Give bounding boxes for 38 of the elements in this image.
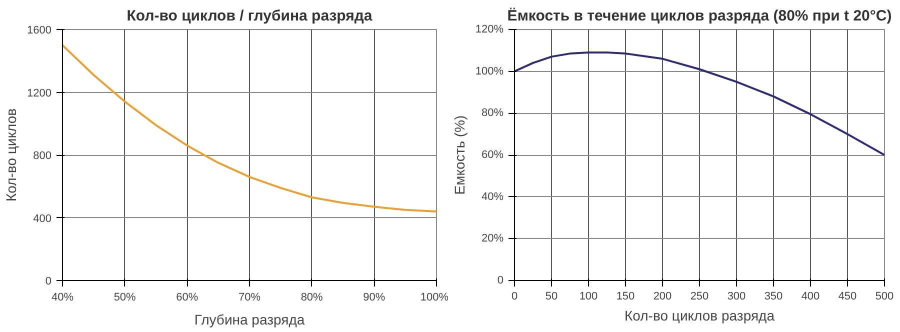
y-axis-title: Кол-во циклов bbox=[3, 108, 20, 202]
y-tick-label: 0 bbox=[45, 276, 52, 288]
y-tick-label: 20% bbox=[481, 232, 504, 245]
y-tick-label: 80% bbox=[481, 107, 504, 120]
y-axis-title: Емкость (%) bbox=[451, 115, 468, 195]
x-tick-label: 80% bbox=[300, 292, 324, 304]
x-axis-title: Кол-во циклов разряда bbox=[624, 308, 775, 324]
chart-title: Ёмкость в течение циклов разряда (80% при t 20°C) bbox=[507, 8, 892, 24]
x-tick-label: 60% bbox=[176, 292, 198, 304]
y-tick-label: 1200 bbox=[27, 87, 52, 100]
chart-title: Кол-во циклов / глубина разряда bbox=[126, 8, 373, 24]
line-series bbox=[514, 52, 884, 156]
x-tick-label: 250 bbox=[690, 290, 709, 302]
x-tick-label: 450 bbox=[838, 290, 857, 302]
y-tick-label: 400 bbox=[33, 212, 52, 225]
x-tick-label: 350 bbox=[764, 290, 783, 302]
x-tick-label: 300 bbox=[727, 290, 746, 302]
y-tick-label: 100% bbox=[475, 65, 504, 78]
x-tick-label: 50% bbox=[114, 292, 136, 304]
y-tick-label: 60% bbox=[481, 149, 504, 161]
x-tick-label: 40% bbox=[51, 292, 74, 304]
x-tick-label: 200 bbox=[653, 290, 672, 302]
x-tick-label: 100% bbox=[420, 292, 449, 304]
x-tick-label: 150 bbox=[616, 290, 635, 302]
x-tick-label: 500 bbox=[875, 290, 894, 302]
x-tick-label: 50 bbox=[545, 290, 558, 302]
x-tick-label: 400 bbox=[801, 290, 820, 302]
line-series bbox=[62, 44, 436, 212]
y-tick-label: 40% bbox=[481, 190, 504, 203]
x-tick-label: 0 bbox=[511, 290, 518, 302]
y-tick-label: 800 bbox=[33, 150, 52, 162]
y-tick-label: 1600 bbox=[27, 24, 52, 36]
x-axis-title: Глубина разряда bbox=[194, 312, 305, 328]
x-tick-label: 100 bbox=[579, 290, 598, 302]
y-tick-label: 120% bbox=[475, 24, 504, 36]
y-tick-label: 0 bbox=[497, 274, 504, 286]
x-tick-label: 70% bbox=[238, 292, 261, 304]
x-tick-label: 90% bbox=[363, 292, 386, 304]
